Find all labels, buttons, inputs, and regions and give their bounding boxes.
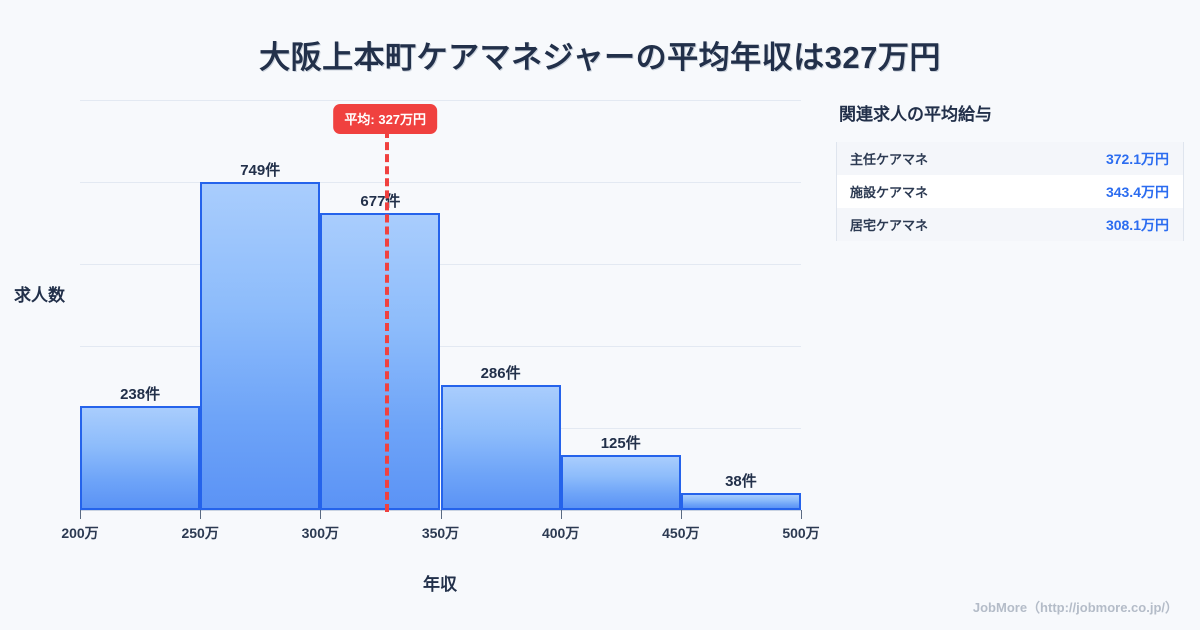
watermark-footer: JobMore（http://jobmore.co.jp/） xyxy=(972,600,1178,615)
bar-value-label: 677件 xyxy=(360,193,401,211)
gridline-1 xyxy=(80,181,801,183)
x-tick xyxy=(560,510,562,519)
x-tick xyxy=(440,510,442,519)
bar xyxy=(200,181,321,510)
x-tick-label: 350万 xyxy=(421,525,460,541)
x-tick-label: 250万 xyxy=(181,525,219,541)
bar-value-label: 238件 xyxy=(120,385,161,403)
row-label: 施設ケアマネ xyxy=(850,185,929,200)
gridline-2 xyxy=(80,263,801,265)
x-tick xyxy=(680,510,682,519)
row-value: 308.1万円 xyxy=(1105,216,1169,233)
x-tick xyxy=(320,510,322,519)
x-tick-label: 450万 xyxy=(662,525,700,541)
table-row: 主任ケアマネ 372.1万円 xyxy=(837,142,1183,175)
row-label: 居宅ケアマネ xyxy=(850,218,929,233)
bar xyxy=(680,493,801,510)
x-tick xyxy=(801,510,802,519)
row-value: 343.4万円 xyxy=(1105,183,1169,200)
bar-value-label: 125件 xyxy=(600,435,641,453)
x-tick xyxy=(200,510,202,519)
bar-value-label: 749件 xyxy=(240,161,281,179)
x-axis-title: 年収 xyxy=(423,575,457,594)
bar-value-label: 286件 xyxy=(480,364,521,382)
average-badge: 平均: 327万円 xyxy=(333,104,438,134)
table-row: 施設ケアマネ 343.4万円 xyxy=(837,175,1183,208)
average-line xyxy=(385,130,390,512)
related-salary-panel: 関連求人の平均給与 主任ケアマネ 372.1万円施設ケアマネ 343.4万円居宅ケア… xyxy=(836,100,1184,241)
x-tick xyxy=(80,510,81,519)
bar xyxy=(440,384,561,510)
gridline-3 xyxy=(80,346,801,348)
x-tick-label: 300万 xyxy=(301,525,340,541)
x-tick-label: 400万 xyxy=(541,525,580,541)
page-title: 大阪上本町ケアマネジャーの平均年収は327万円 xyxy=(259,40,941,75)
table-row: 居宅ケアマネ 308.1万円 xyxy=(837,208,1183,241)
panel-title: 関連求人の平均給与 xyxy=(839,105,992,124)
bar xyxy=(320,213,441,510)
row-value: 372.1万円 xyxy=(1105,150,1169,167)
gridline-0 xyxy=(80,100,801,101)
bar xyxy=(80,405,201,510)
related-salary-table: 主任ケアマネ 372.1万円施設ケアマネ 343.4万円居宅ケアマネ 308.1万円 xyxy=(836,142,1184,241)
bar xyxy=(560,455,681,510)
x-tick-label: 500万 xyxy=(782,525,820,541)
row-label: 主任ケアマネ xyxy=(850,152,929,167)
histogram-chart: 238件 749件 677件 286件 125件 38件 200万 250万 300万 350万… xyxy=(14,100,820,594)
x-tick-label: 200万 xyxy=(61,525,99,541)
y-axis-title: 求人数 xyxy=(14,286,65,305)
bar-value-label: 38件 xyxy=(725,473,757,491)
